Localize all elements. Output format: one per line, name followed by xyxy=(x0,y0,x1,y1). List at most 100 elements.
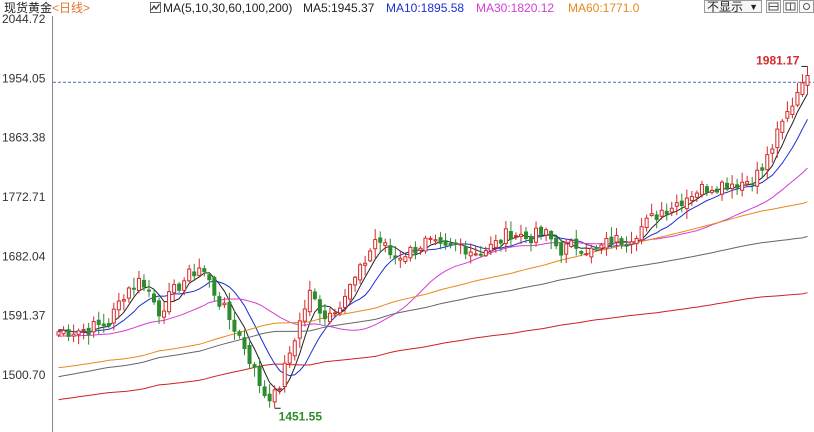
ma30-value: MA30:1820.12 xyxy=(476,1,555,15)
ma200-line xyxy=(58,292,808,401)
candle-body xyxy=(423,237,428,252)
candle-body xyxy=(182,280,187,291)
ma60-line xyxy=(58,201,808,369)
candle-body xyxy=(478,253,483,256)
ma-settings-icon[interactable] xyxy=(150,2,161,13)
candle-body xyxy=(66,329,71,337)
candle-body xyxy=(654,214,659,220)
candle-body xyxy=(760,167,765,171)
candle-body xyxy=(141,279,146,288)
candle-body xyxy=(202,268,207,273)
ma100-line xyxy=(58,235,808,378)
candle-body xyxy=(448,243,453,246)
candle-body xyxy=(699,183,704,196)
hide-dropdown[interactable]: 不显示 ▼ xyxy=(704,0,762,14)
candle-body xyxy=(257,365,262,386)
candle-body xyxy=(237,331,242,336)
expand-icon xyxy=(785,2,796,11)
candle-body xyxy=(438,237,443,244)
candle-body xyxy=(393,255,398,259)
candle-body xyxy=(453,242,458,245)
candle-body xyxy=(358,264,363,281)
candle-body xyxy=(101,323,106,327)
high-price-label: 1981.17 xyxy=(756,53,800,67)
candle-body xyxy=(307,289,312,313)
candle-body xyxy=(493,240,498,248)
y-tick-label: 1772.71 xyxy=(2,190,46,204)
candle-body xyxy=(689,196,694,202)
candle-body xyxy=(433,239,438,242)
candle-body xyxy=(644,217,649,228)
candle-body xyxy=(508,231,513,240)
candle-body xyxy=(674,202,679,207)
candle-body xyxy=(267,393,272,402)
y-tick-label: 1954.05 xyxy=(2,71,46,85)
candle-body xyxy=(383,242,388,246)
candle-body xyxy=(197,267,202,276)
candle-body xyxy=(735,184,740,189)
candle-body xyxy=(659,209,664,217)
candle-body xyxy=(704,186,709,193)
candle-body xyxy=(337,307,343,314)
candle-body xyxy=(146,289,152,292)
candle-body xyxy=(217,296,222,307)
candle-body xyxy=(277,388,282,391)
candle-body xyxy=(584,253,589,256)
candle-body xyxy=(167,291,172,313)
candle-body xyxy=(523,231,529,239)
candle-body xyxy=(790,105,795,115)
candle-body xyxy=(488,243,493,252)
chevron-down-icon: ▼ xyxy=(749,2,758,12)
candle-body xyxy=(669,207,674,213)
candle-body xyxy=(805,74,810,86)
candle-body xyxy=(262,386,267,397)
candle-body xyxy=(378,237,383,243)
candle-body xyxy=(720,181,725,195)
candle-body xyxy=(116,300,121,311)
candle-body xyxy=(56,331,61,336)
candle-body xyxy=(172,284,177,294)
candle-body xyxy=(157,300,162,317)
candle-body xyxy=(780,120,785,133)
hide-dropdown-label: 不显示 xyxy=(707,0,744,14)
ma30-line xyxy=(58,167,808,337)
candle-body xyxy=(111,308,116,324)
candle-body xyxy=(86,327,91,335)
period-selector[interactable]: <日线> xyxy=(52,1,91,15)
candle-body xyxy=(222,302,227,306)
ma60-value: MA60:1771.0 xyxy=(568,1,640,15)
candle-body xyxy=(770,148,775,154)
candle-body xyxy=(388,245,393,256)
price-axis-labels: 2044.72 1954.05 1863.38 1772.71 1682.04 1591.… xyxy=(2,12,46,382)
candle-body xyxy=(513,235,518,238)
candle-body xyxy=(126,287,131,299)
candle-body xyxy=(714,188,720,193)
candle-body xyxy=(312,291,317,300)
tool-button-1[interactable] xyxy=(766,0,781,13)
candle-body xyxy=(91,321,96,333)
candle-body xyxy=(212,276,217,296)
candle-body xyxy=(297,320,302,339)
candle-body xyxy=(327,312,332,323)
candle-body xyxy=(619,238,624,246)
candle-body xyxy=(569,240,574,248)
candle-body xyxy=(408,246,413,259)
candle-body xyxy=(534,227,539,243)
ma5-value: MA5:1945.37 xyxy=(303,1,375,15)
candle-body xyxy=(649,213,654,216)
ma10-value: MA10:1895.58 xyxy=(386,1,465,15)
candle-body xyxy=(332,312,337,315)
tool-button-2[interactable] xyxy=(783,0,798,13)
tool-button-3[interactable] xyxy=(799,0,814,13)
candle-body xyxy=(272,389,277,403)
grid-icon xyxy=(768,2,779,11)
candle-body xyxy=(594,246,599,249)
ma10-line xyxy=(58,119,808,377)
candle-body xyxy=(765,154,770,171)
candle-body xyxy=(136,277,141,292)
candle-body xyxy=(589,247,594,258)
candle-body xyxy=(96,319,101,325)
candle-body xyxy=(624,244,629,247)
candle-body xyxy=(162,310,167,318)
